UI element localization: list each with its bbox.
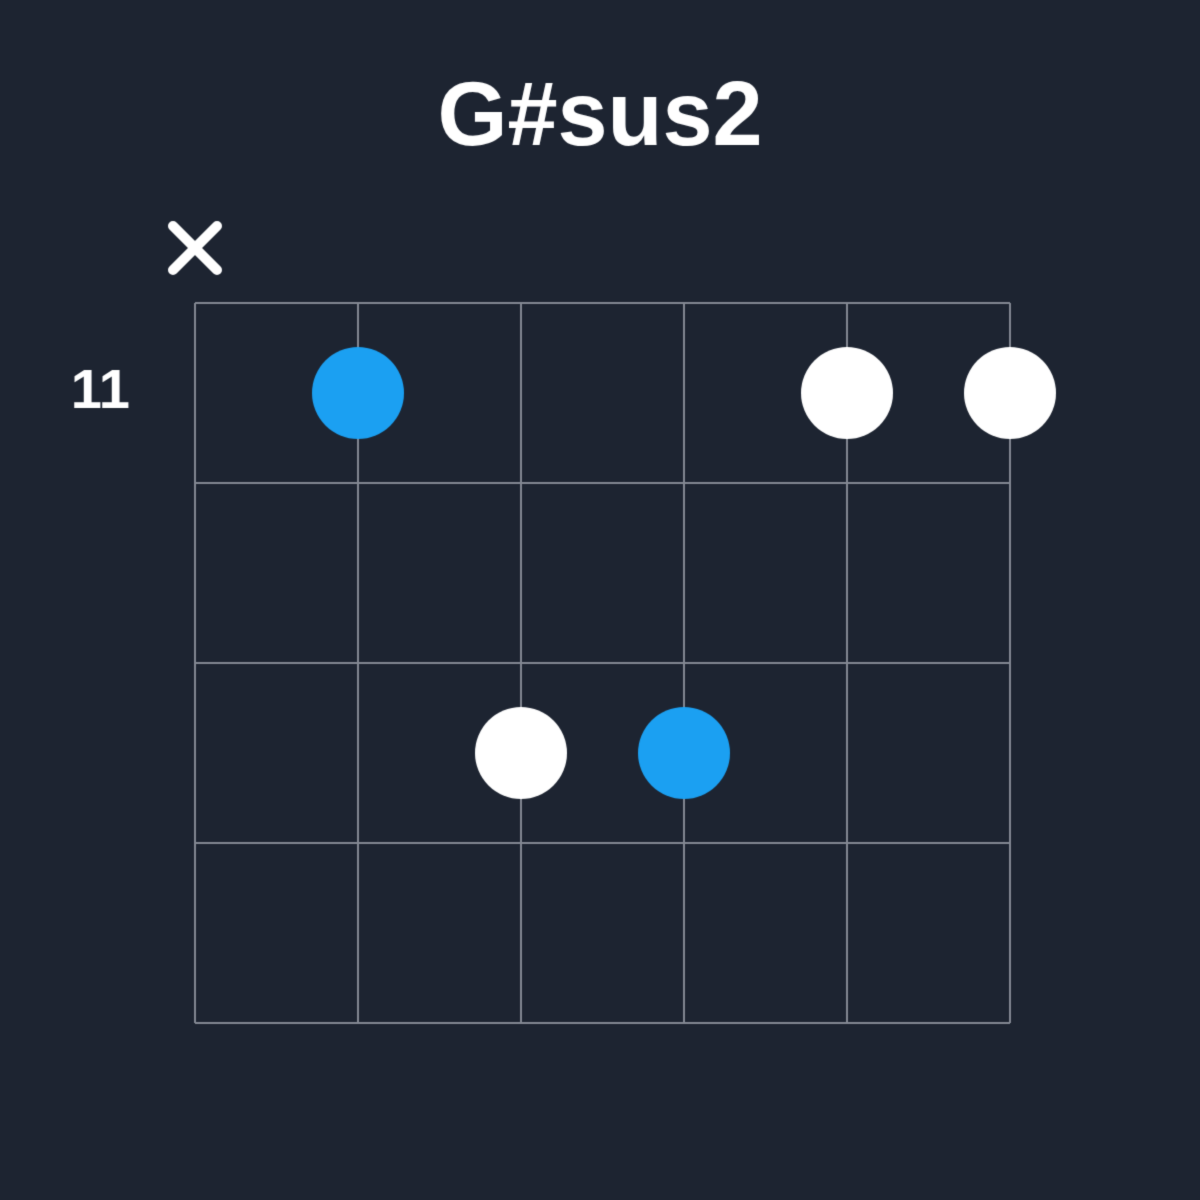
chord-diagram bbox=[0, 0, 1200, 1200]
